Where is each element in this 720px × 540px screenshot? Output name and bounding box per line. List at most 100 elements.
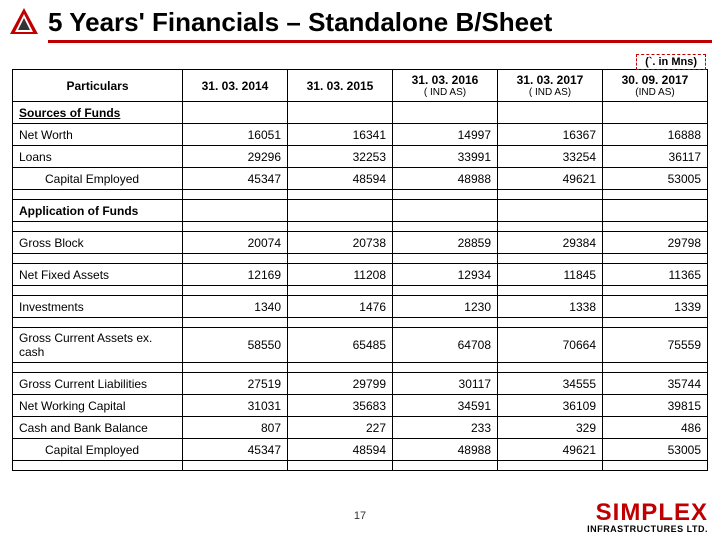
row-label-cell: Gross Current Assets ex. cash	[13, 328, 183, 363]
empty-cell	[498, 363, 603, 373]
value-cell: 1230	[393, 296, 498, 318]
value-cell: 20074	[183, 232, 288, 254]
table-row	[13, 222, 708, 232]
empty-cell	[498, 200, 603, 222]
empty-cell	[13, 190, 183, 200]
value-cell: 11845	[498, 264, 603, 286]
value-cell: 16341	[288, 124, 393, 146]
value-cell: 29384	[498, 232, 603, 254]
empty-cell	[393, 286, 498, 296]
table-row: Gross Current Liabilities275192979930117…	[13, 373, 708, 395]
table-row: Capital Employed453474859448988496215300…	[13, 168, 708, 190]
table-row: Gross Block2007420738288592938429798	[13, 232, 708, 254]
empty-cell	[183, 318, 288, 328]
empty-cell	[288, 222, 393, 232]
empty-cell	[603, 286, 708, 296]
empty-cell	[288, 363, 393, 373]
empty-cell	[183, 102, 288, 124]
empty-cell	[393, 190, 498, 200]
value-cell: 70664	[498, 328, 603, 363]
value-cell: 27519	[183, 373, 288, 395]
table-row: Application of Funds	[13, 200, 708, 222]
table-row	[13, 363, 708, 373]
empty-cell	[288, 200, 393, 222]
empty-cell	[288, 461, 393, 471]
row-label-cell: Capital Employed	[13, 168, 183, 190]
value-cell: 329	[498, 417, 603, 439]
empty-cell	[393, 318, 498, 328]
empty-cell	[288, 254, 393, 264]
table-row: Net Working Capital310313568334591361093…	[13, 395, 708, 417]
empty-cell	[603, 461, 708, 471]
col-header-date: 30. 09. 2017(IND AS)	[603, 70, 708, 102]
empty-cell	[603, 254, 708, 264]
empty-cell	[393, 200, 498, 222]
col-header-annotation: ( IND AS)	[399, 87, 491, 98]
empty-cell	[183, 254, 288, 264]
table-row	[13, 318, 708, 328]
table-row	[13, 286, 708, 296]
empty-cell	[393, 461, 498, 471]
table-row: Cash and Bank Balance807227233329486	[13, 417, 708, 439]
row-label-cell: Net Worth	[13, 124, 183, 146]
empty-cell	[183, 286, 288, 296]
table-body: Sources of FundsNet Worth160511634114997…	[13, 102, 708, 471]
row-label-cell: Capital Employed	[13, 439, 183, 461]
col-header-label: 30. 09. 2017	[622, 73, 689, 87]
table-header: Particulars 31. 03. 2014 31. 03. 2015 31. 0…	[13, 70, 708, 102]
value-cell: 53005	[603, 439, 708, 461]
value-cell: 807	[183, 417, 288, 439]
col-header-date: 31. 03. 2017( IND AS)	[498, 70, 603, 102]
col-header-label: 31. 03. 2015	[307, 79, 374, 93]
col-header-label: 31. 03. 2017	[517, 73, 584, 87]
empty-cell	[183, 222, 288, 232]
empty-cell	[498, 286, 603, 296]
col-header-label: 31. 03. 2014	[202, 79, 269, 93]
empty-cell	[288, 102, 393, 124]
value-cell: 20738	[288, 232, 393, 254]
slide-header: 5 Years' Financials – Standalone B/Sheet	[0, 0, 720, 38]
col-header-date: 31. 03. 2015	[288, 70, 393, 102]
value-cell: 48594	[288, 168, 393, 190]
slide-footer: SIMPLEX INFRASTRUCTURES LTD.	[0, 501, 720, 534]
financials-table-container: Particulars 31. 03. 2014 31. 03. 2015 31. 0…	[0, 47, 720, 471]
empty-cell	[498, 190, 603, 200]
empty-cell	[603, 190, 708, 200]
value-cell: 30117	[393, 373, 498, 395]
empty-cell	[183, 190, 288, 200]
table-row: Sources of Funds	[13, 102, 708, 124]
value-cell: 36109	[498, 395, 603, 417]
empty-cell	[603, 222, 708, 232]
table-row: Net Fixed Assets121691120812934118451136…	[13, 264, 708, 286]
unit-note: (`. in Mns)	[636, 54, 706, 70]
row-label-cell: Gross Current Liabilities	[13, 373, 183, 395]
empty-cell	[498, 102, 603, 124]
value-cell: 48988	[393, 168, 498, 190]
col-header-annotation: ( IND AS)	[504, 87, 596, 98]
value-cell: 31031	[183, 395, 288, 417]
empty-cell	[603, 363, 708, 373]
value-cell: 35683	[288, 395, 393, 417]
value-cell: 53005	[603, 168, 708, 190]
value-cell: 39815	[603, 395, 708, 417]
empty-cell	[13, 286, 183, 296]
col-header-label: Particulars	[66, 79, 128, 93]
value-cell: 29799	[288, 373, 393, 395]
brand-block: SIMPLEX INFRASTRUCTURES LTD.	[587, 501, 708, 534]
brand-name: SIMPLEX	[587, 501, 708, 525]
empty-cell	[183, 200, 288, 222]
brand-subtitle: INFRASTRUCTURES LTD.	[587, 525, 708, 534]
value-cell: 28859	[393, 232, 498, 254]
empty-cell	[183, 363, 288, 373]
empty-cell	[13, 318, 183, 328]
value-cell: 16051	[183, 124, 288, 146]
value-cell: 65485	[288, 328, 393, 363]
table-row: Loans2929632253339913325436117	[13, 146, 708, 168]
empty-cell	[13, 363, 183, 373]
value-cell: 14997	[393, 124, 498, 146]
value-cell: 49621	[498, 168, 603, 190]
empty-cell	[603, 102, 708, 124]
table-row: Gross Current Assets ex. cash58550654856…	[13, 328, 708, 363]
financials-table: Particulars 31. 03. 2014 31. 03. 2015 31. 0…	[12, 69, 708, 471]
empty-cell	[498, 222, 603, 232]
